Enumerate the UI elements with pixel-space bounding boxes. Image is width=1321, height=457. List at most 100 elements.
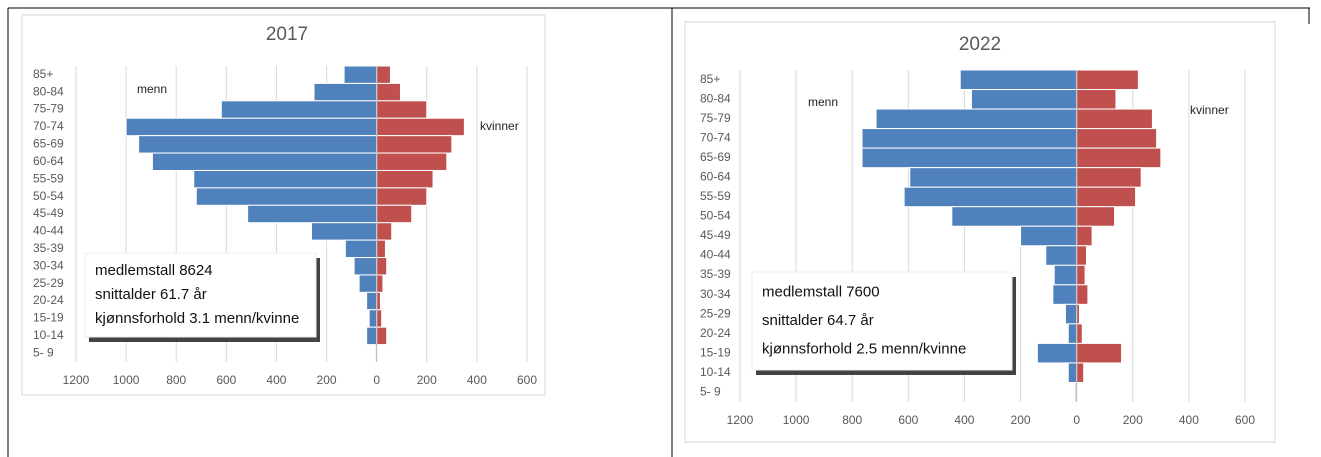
bar	[376, 204, 413, 224]
y-tick-label: 60-64	[700, 170, 731, 184]
bar	[1076, 69, 1139, 91]
y-tick-label: 30-34	[33, 258, 64, 272]
y-tick-label: 5- 9	[700, 384, 721, 398]
bar	[1076, 245, 1087, 266]
y-tick-label: 20-24	[33, 293, 64, 307]
bar	[1045, 245, 1078, 266]
y-tick-label: 75-79	[33, 102, 64, 116]
x-tick-label: 1000	[783, 413, 810, 427]
annotation: kjønnsforhold 3.1 menn/kvinne	[95, 310, 299, 327]
x-tick-label: 600	[517, 373, 537, 387]
bar	[376, 82, 401, 102]
y-tick-label: 55-59	[700, 189, 731, 203]
chart-title: 2022	[959, 34, 1001, 55]
annotation: medlemstall 8624	[95, 262, 213, 279]
bar	[1064, 303, 1078, 325]
bar	[1076, 167, 1142, 188]
y-tick-label: 35-39	[700, 267, 731, 281]
y-tick-label: 70-74	[33, 119, 64, 133]
series-label: menn	[137, 82, 167, 96]
bar	[376, 274, 384, 293]
y-tick-label: 65-69	[33, 137, 64, 151]
x-tick-label: 800	[842, 413, 862, 427]
bar	[1076, 89, 1117, 110]
y-tick-label: 85+	[700, 72, 720, 86]
x-tick-label: 400	[467, 373, 487, 387]
bar	[344, 239, 378, 259]
y-tick-label: 50-54	[33, 189, 64, 203]
x-tick-label: 1000	[113, 373, 140, 387]
y-tick-label: 10-14	[33, 328, 64, 342]
series-label: kvinner	[1190, 103, 1229, 117]
y-tick-label: 50-54	[700, 209, 731, 223]
bar	[138, 135, 378, 154]
y-tick-label: 80-84	[700, 91, 731, 105]
bar	[1052, 284, 1078, 305]
y-tick-label: 25-29	[700, 306, 731, 320]
bar	[247, 204, 378, 224]
annotation-box	[84, 252, 317, 338]
y-tick-label: 55-59	[33, 171, 64, 185]
bar	[376, 117, 465, 137]
bar	[1067, 323, 1078, 344]
x-tick-label: 0	[373, 373, 380, 387]
annotation: medlemstall 7600	[762, 283, 880, 300]
bar	[376, 239, 386, 259]
bar	[1076, 147, 1162, 169]
bar	[959, 69, 1078, 91]
series-label: menn	[808, 95, 838, 109]
bar	[366, 326, 378, 346]
bar	[1053, 264, 1078, 286]
bar	[1076, 206, 1116, 227]
bar	[125, 117, 378, 137]
y-tick-label: 15-19	[33, 311, 64, 325]
bar	[861, 128, 1078, 149]
bar	[1076, 186, 1137, 208]
bar	[376, 326, 388, 346]
y-tick-label: 5- 9	[33, 345, 54, 359]
x-tick-label: 400	[954, 413, 974, 427]
x-tick-label: 200	[1011, 413, 1031, 427]
x-tick-label: 200	[417, 373, 437, 387]
annotation: kjønnsforhold 2.5 menn/kvinne	[762, 341, 966, 358]
bar	[1036, 342, 1078, 364]
x-tick-label: 0	[1073, 413, 1080, 427]
x-tick-label: 800	[166, 373, 186, 387]
bar	[358, 274, 378, 293]
bar	[903, 186, 1078, 208]
x-tick-label: 200	[1123, 413, 1143, 427]
y-tick-label: 60-64	[33, 154, 64, 168]
bar	[366, 291, 378, 311]
y-tick-label: 45-49	[33, 206, 64, 220]
y-tick-label: 65-69	[700, 150, 731, 164]
annotation: snittalder 64.7 år	[762, 312, 874, 329]
bar	[1076, 284, 1089, 305]
y-tick-label: 80-84	[33, 84, 64, 98]
series-label: kvinner	[480, 119, 519, 133]
bar	[376, 257, 388, 276]
bar	[376, 100, 428, 119]
bar	[376, 291, 381, 311]
y-tick-label: 75-79	[700, 111, 731, 125]
bar	[1076, 264, 1086, 286]
bar	[376, 65, 391, 84]
y-tick-label: 40-44	[700, 248, 731, 262]
x-tick-label: 1200	[63, 373, 90, 387]
y-tick-label: 85+	[33, 67, 53, 81]
chart-title: 2017	[266, 24, 308, 45]
bar	[313, 82, 378, 102]
bar	[220, 100, 378, 119]
bar	[1076, 128, 1158, 149]
bar	[353, 257, 378, 276]
annotation-box	[751, 271, 1013, 371]
annotation: snittalder 61.7 år	[95, 286, 207, 303]
y-tick-label: 35-39	[33, 241, 64, 255]
bar	[368, 309, 378, 328]
bar	[376, 187, 428, 206]
bar	[151, 152, 378, 171]
y-tick-label: 30-34	[700, 287, 731, 301]
bar	[1076, 323, 1083, 344]
y-tick-label: 15-19	[700, 345, 731, 359]
bar	[376, 152, 448, 171]
